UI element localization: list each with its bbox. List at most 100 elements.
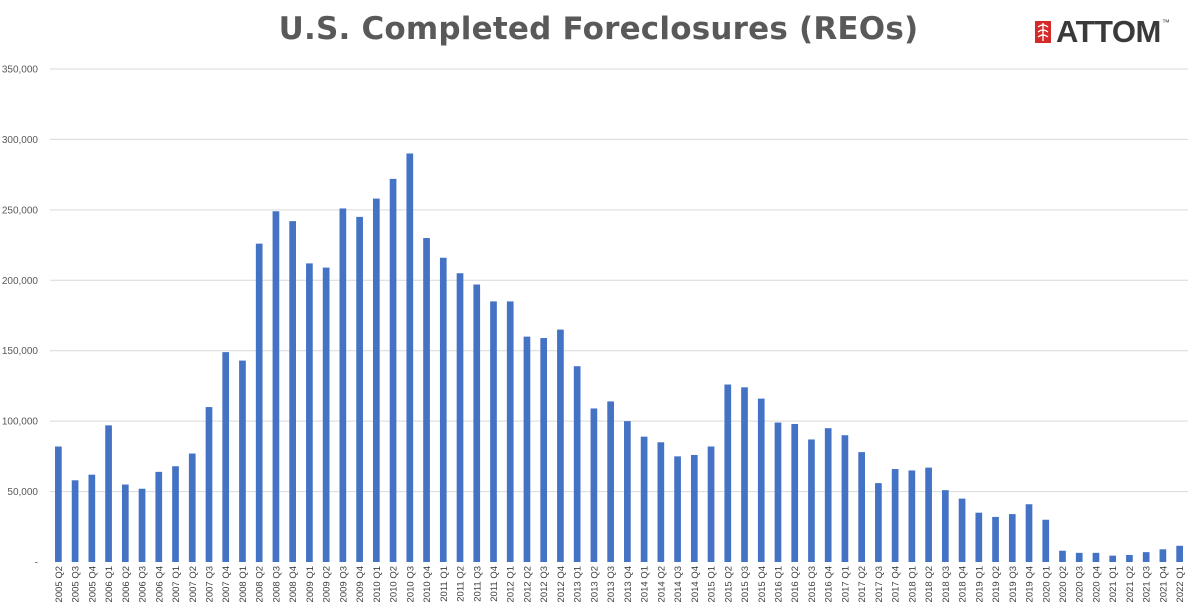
bar <box>272 211 280 562</box>
x-tick-label: 2014 Q4 <box>690 566 701 602</box>
bar <box>690 454 698 562</box>
bar <box>674 456 681 562</box>
bar <box>322 267 330 562</box>
x-tick-label: 2005 Q3 <box>71 566 82 602</box>
x-tick-label: 2014 Q2 <box>656 566 667 602</box>
x-tick-label: 2014 Q3 <box>673 566 684 602</box>
bar <box>757 398 765 562</box>
attom-logo-icon <box>1035 21 1051 43</box>
x-tick-label: 2005 Q2 <box>54 566 65 602</box>
y-tick-label: 300,000 <box>2 135 39 146</box>
y-tick-label: 200,000 <box>2 276 39 287</box>
x-tick-label: 2012 Q1 <box>506 566 517 602</box>
bar <box>372 198 380 562</box>
bar <box>339 208 347 562</box>
x-tick-label: 2006 Q2 <box>121 566 132 602</box>
bar <box>205 407 213 562</box>
x-tick-label: 2006 Q1 <box>104 566 115 602</box>
bar <box>456 273 464 562</box>
bar <box>222 352 230 562</box>
x-tick-label: 2008 Q4 <box>288 566 299 602</box>
bar <box>523 336 531 562</box>
x-tick-label: 2005 Q4 <box>87 566 98 602</box>
logo-trademark: ™ <box>1161 18 1170 27</box>
x-tick-label: 2011 Q1 <box>439 566 450 602</box>
y-axis-ticks: - 50,000 100,000 150,000 200,000 250,000 300,0… <box>2 65 39 569</box>
x-tick-label: 2013 Q4 <box>623 566 634 602</box>
bar <box>858 452 865 562</box>
x-tick-label: 2010 Q4 <box>422 566 433 602</box>
x-tick-label: 2018 Q1 <box>907 566 918 602</box>
bar <box>573 366 581 562</box>
x-tick-label: 2016 Q3 <box>807 566 818 602</box>
bar <box>255 243 263 562</box>
x-tick-label: 2019 Q4 <box>1025 566 1036 602</box>
bar <box>239 360 246 562</box>
x-tick-label: 2012 Q3 <box>539 566 550 602</box>
x-tick-label: 2006 Q4 <box>154 566 165 602</box>
x-tick-label: 2015 Q4 <box>757 566 768 602</box>
bar <box>88 474 96 562</box>
bar <box>1092 552 1100 562</box>
bar <box>557 329 564 562</box>
x-tick-label: 2007 Q4 <box>221 566 232 602</box>
bar <box>71 480 79 562</box>
x-tick-label: 2013 Q2 <box>589 566 600 602</box>
x-tick-label: 2015 Q3 <box>740 566 751 602</box>
chart-title: U.S. Completed Foreclosures (REOs) <box>278 11 919 47</box>
x-tick-label: 2017 Q2 <box>857 566 868 602</box>
bar <box>891 469 899 562</box>
x-tick-label: 2011 Q3 <box>472 566 483 602</box>
x-tick-label: 2020 Q2 <box>1058 566 1069 602</box>
x-tick-label: 2017 Q1 <box>840 566 851 602</box>
bar <box>925 467 932 562</box>
x-tick-label: 2008 Q3 <box>271 566 282 602</box>
bar <box>540 338 548 562</box>
bar <box>306 263 313 562</box>
bar <box>607 401 614 562</box>
bar <box>590 408 598 562</box>
bar <box>172 466 179 562</box>
bar <box>640 436 648 562</box>
y-tick-label: 50,000 <box>7 487 38 498</box>
bar <box>188 453 196 562</box>
x-tick-label: 2009 Q1 <box>305 566 316 602</box>
bar <box>1176 545 1183 562</box>
bar <box>439 257 447 562</box>
bar <box>389 178 397 562</box>
x-tick-label: 2011 Q4 <box>489 566 500 602</box>
bar <box>289 221 296 562</box>
bar <box>875 483 882 562</box>
bar <box>808 439 815 562</box>
x-tick-label: 2008 Q2 <box>255 566 266 602</box>
x-tick-label: 2014 Q1 <box>640 566 651 602</box>
y-tick-label: 150,000 <box>2 346 39 357</box>
x-tick-label: 2018 Q2 <box>924 566 935 602</box>
bar <box>657 442 665 562</box>
bar <box>941 490 949 562</box>
bar <box>741 387 748 562</box>
x-tick-label: 2011 Q2 <box>456 566 467 602</box>
bar <box>841 435 849 562</box>
x-tick-label: 2017 Q4 <box>891 566 902 602</box>
bar <box>1109 555 1117 562</box>
attom-logo: ATTOM ™ <box>1032 14 1180 50</box>
bar <box>473 284 481 562</box>
x-tick-label: 2009 Q2 <box>322 566 333 602</box>
x-tick-label: 2016 Q4 <box>824 566 835 602</box>
x-tick-label: 2019 Q1 <box>974 566 985 602</box>
x-tick-label: 2009 Q4 <box>355 566 366 602</box>
bar <box>824 428 832 562</box>
bar <box>791 423 799 562</box>
x-tick-label: 2010 Q3 <box>405 566 416 602</box>
x-tick-label: 2012 Q2 <box>522 566 533 602</box>
bar <box>155 471 163 562</box>
x-axis-ticks: 2005 Q2 2005 Q3 2005 Q4 2006 Q1 2006 Q2 2006 … <box>54 566 1186 602</box>
x-tick-label: 2012 Q4 <box>556 566 567 602</box>
bar <box>138 488 146 562</box>
bar <box>406 153 414 562</box>
x-tick-label: 2007 Q1 <box>171 566 182 602</box>
bar <box>1126 554 1133 562</box>
y-tick-label: 350,000 <box>2 65 39 76</box>
